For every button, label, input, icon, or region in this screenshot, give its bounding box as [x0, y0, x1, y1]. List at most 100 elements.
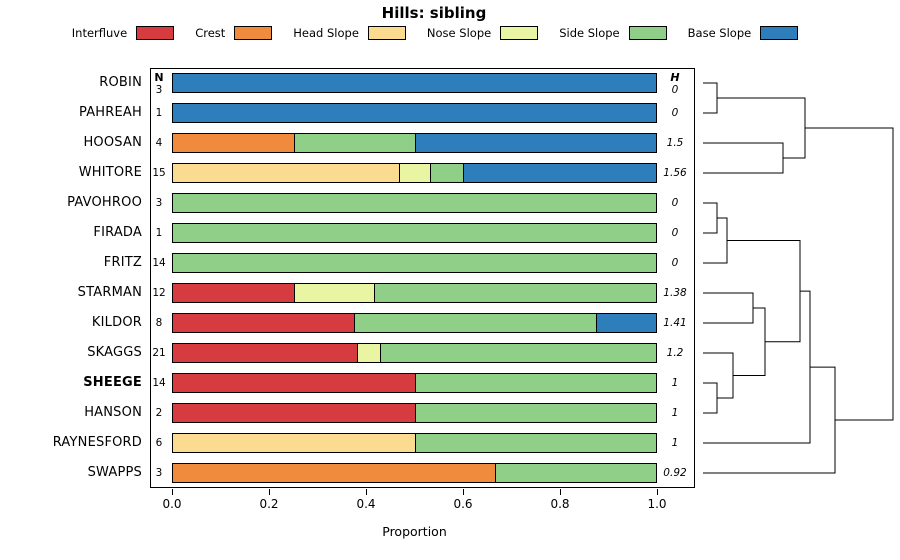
n-value: 3 [155, 84, 163, 96]
stacked-bar [172, 163, 657, 183]
row-label: WHITORE [78, 165, 142, 180]
chart-row: RAYNESFORD 6 1 [0, 428, 900, 458]
legend-swatch [760, 26, 799, 40]
bar-segment-side-slope [374, 284, 656, 302]
bar-segment-side-slope [380, 344, 656, 362]
legend-item: Base Slope [688, 26, 799, 40]
row-label: SWAPPS [87, 465, 142, 480]
bar-segment-nose-slope [357, 344, 381, 362]
bar-segment-side-slope [414, 374, 656, 392]
h-value: 0 [671, 227, 679, 239]
legend-swatch [628, 26, 667, 40]
stacked-bar [172, 343, 657, 363]
h-value: 1 [671, 437, 679, 449]
row-label: HOOSAN [83, 135, 142, 150]
x-tick-label: 0.8 [550, 497, 570, 511]
legend-swatch [136, 26, 175, 40]
plot-frame [150, 68, 695, 488]
h-value: 1.5 [666, 137, 684, 149]
n-value: 8 [155, 317, 163, 329]
row-label: FIRADA [93, 225, 142, 240]
bar-segment-side-slope [430, 164, 463, 182]
legend-label: Crest [195, 26, 226, 40]
h-value: 1 [671, 407, 679, 419]
h-value: 0.92 [663, 467, 687, 479]
bar-segment-crest [173, 464, 496, 482]
row-label: HANSON [84, 405, 142, 420]
row-label: FRITZ [103, 255, 142, 270]
row-label: SKAGGS [87, 345, 142, 360]
bar-segment-base-slope [173, 74, 656, 92]
stacked-bar [172, 223, 657, 243]
legend-swatch [500, 26, 539, 40]
legend: Interfluve Crest Head Slope Nose Slope Side … [10, 26, 860, 40]
x-tick [560, 489, 561, 495]
bar-segment-base-slope [462, 164, 656, 182]
bar-segment-side-slope [414, 434, 656, 452]
legend-label: Head Slope [293, 26, 359, 40]
legend-swatch [367, 26, 406, 40]
chart-row: KILDOR 8 1.41 [0, 308, 900, 338]
chart-row: PAHREAH 1 0 [0, 98, 900, 128]
bar-segment-crest [173, 134, 294, 152]
n-value: 1 [155, 107, 163, 119]
bar-segment-interfluve [173, 374, 415, 392]
x-tick [463, 489, 464, 495]
chart-row: HANSON 2 1 [0, 398, 900, 428]
n-value: 15 [152, 167, 166, 179]
bar-segment-side-slope [495, 464, 656, 482]
stacked-bar [172, 133, 657, 153]
legend-label: Base Slope [687, 26, 752, 40]
row-label: PAVOHROO [67, 195, 142, 210]
chart-row: SKAGGS 21 1.2 [0, 338, 900, 368]
x-tick [366, 489, 367, 495]
bar-segment-head-slope [173, 434, 415, 452]
stacked-bar [172, 463, 657, 483]
n-value: 4 [155, 137, 163, 149]
chart-row: STARMAN 12 1.38 [0, 278, 900, 308]
bar-segment-base-slope [595, 314, 656, 332]
bar-segment-head-slope [173, 164, 399, 182]
legend-item: Crest [195, 26, 273, 40]
n-value: 14 [152, 257, 166, 269]
legend-item: Nose Slope [426, 26, 539, 40]
h-value: 0 [671, 84, 679, 96]
x-tick-label: 0.4 [356, 497, 376, 511]
x-tick [172, 489, 173, 495]
n-value: 3 [155, 197, 163, 209]
row-label: ROBIN [99, 75, 142, 90]
chart-row: SHEEGE 14 1 [0, 368, 900, 398]
legend-label: Interfluve [71, 26, 128, 40]
chart-row: PAVOHROO 3 0 [0, 188, 900, 218]
h-value: 1 [671, 377, 679, 389]
row-label: PAHREAH [79, 105, 142, 120]
row-label: STARMAN [77, 285, 142, 300]
bar-segment-nose-slope [398, 164, 431, 182]
x-axis-title: Proportion [382, 524, 447, 539]
n-value: 1 [155, 227, 163, 239]
x-tick-label: 0.2 [259, 497, 279, 511]
x-tick-label: 0.6 [453, 497, 473, 511]
stacked-bar [172, 283, 657, 303]
h-value: 1.38 [663, 287, 687, 299]
legend-item: Interfluve [71, 26, 175, 40]
h-value: 0 [671, 197, 679, 209]
x-tick-label: 1.0 [647, 497, 667, 511]
bar-segment-side-slope [293, 134, 415, 152]
legend-label: Side Slope [559, 26, 620, 40]
dendrogram-path [703, 82, 894, 474]
h-column-header: H [670, 71, 680, 84]
legend-item: Side Slope [559, 26, 667, 40]
bar-segment-interfluve [173, 404, 415, 422]
stacked-bar [172, 403, 657, 423]
legend-label: Nose Slope [426, 26, 492, 40]
bar-segment-base-slope [414, 134, 656, 152]
legend-swatch [234, 26, 273, 40]
chart-row: SWAPPS 3 0.92 [0, 458, 900, 488]
row-label: RAYNESFORD [52, 435, 142, 450]
chart-title: Hills: sibling [381, 4, 487, 22]
x-tick [657, 489, 658, 495]
x-tick [269, 489, 270, 495]
bar-segment-interfluve [173, 344, 358, 362]
